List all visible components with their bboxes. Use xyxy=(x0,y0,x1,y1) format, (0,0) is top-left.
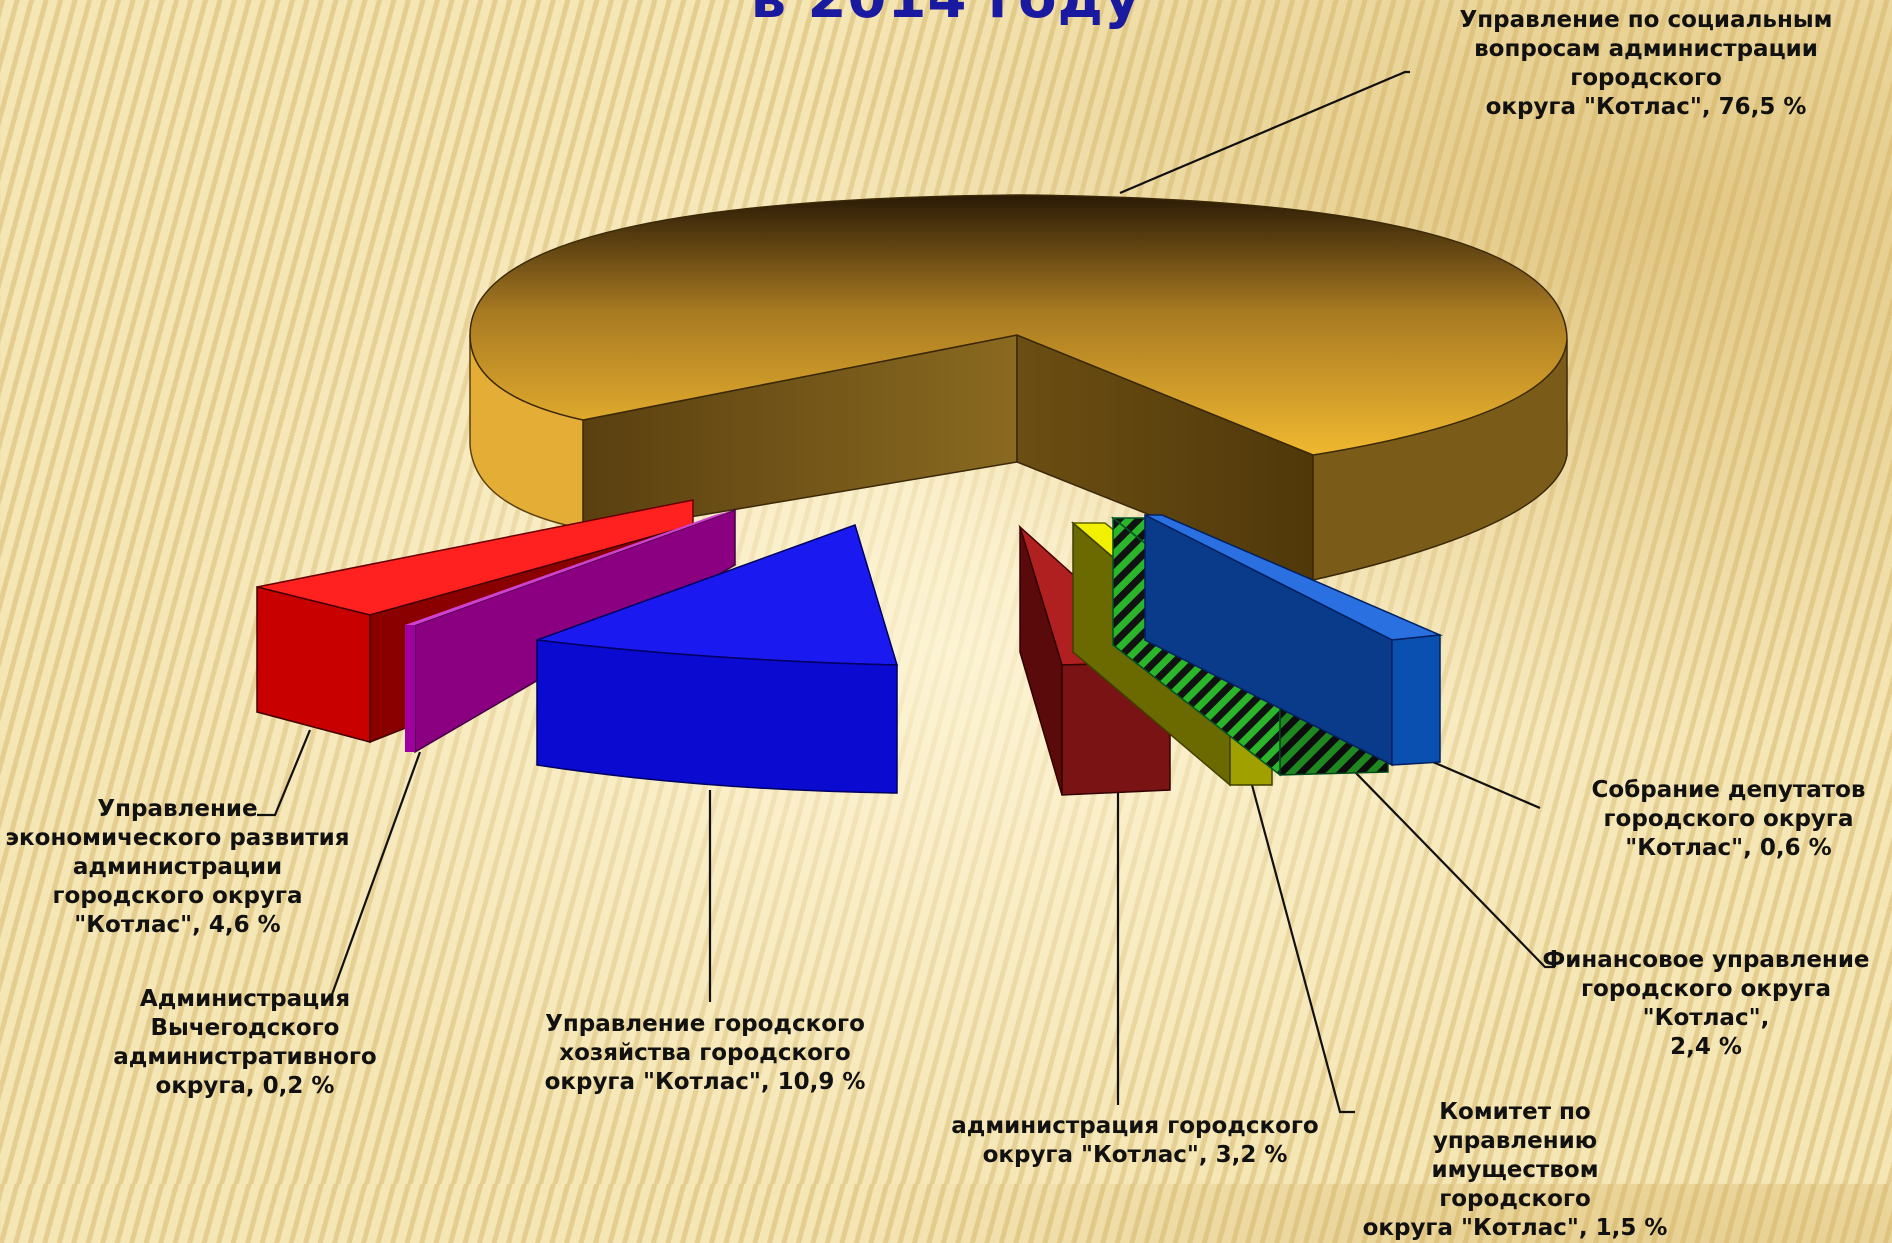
label-vychegda-line: округа, 0,2 % xyxy=(155,1073,335,1099)
label-property-line: округа "Котлас", 1,5 % xyxy=(1362,1215,1668,1241)
label-econ-line: экономического развития xyxy=(5,825,350,851)
label-finance-line: 2,4 % xyxy=(1670,1034,1742,1060)
label-econ-line: администрации xyxy=(72,854,283,880)
label-econ-line: "Котлас", 4,6 % xyxy=(74,912,281,938)
label-finance-line: городского округа "Котлас", xyxy=(1581,976,1831,1031)
label-econ-line: Управление xyxy=(97,796,258,822)
label-administration-line: администрация городского xyxy=(951,1113,1319,1139)
chart-title: в 2014 году xyxy=(0,0,1892,31)
label-city-economy-line: хозяйства городского xyxy=(559,1040,851,1066)
label-econ-leader xyxy=(257,729,312,817)
slice-city-economy xyxy=(536,524,899,794)
pie-chart xyxy=(256,70,1568,1114)
label-city-economy-line: округа "Котлас", 10,9 % xyxy=(544,1069,866,1095)
label-deputies-line: "Котлас", 0,6 % xyxy=(1625,835,1832,861)
label-econ: Управление экономического развития админис… xyxy=(0,795,355,940)
label-vychegda-line: административного xyxy=(113,1044,377,1070)
label-property-line: Комитет по управлению xyxy=(1432,1099,1598,1154)
label-finance-leader xyxy=(1354,771,1555,969)
label-deputies-line: Собрание депутатов xyxy=(1591,777,1866,803)
label-social-leader xyxy=(1119,70,1410,195)
label-vychegda-line: Вычегодского xyxy=(150,1015,340,1041)
label-finance-line: Финансовое управление xyxy=(1542,947,1870,973)
label-social: Управление по социальным вопросам админис… xyxy=(1400,6,1892,122)
label-city-economy-line: Управление городского xyxy=(545,1011,865,1037)
label-vychegda-leader xyxy=(328,751,422,1001)
label-property-leader xyxy=(1250,784,1355,1114)
label-city-economy: Управление городского хозяйства городског… xyxy=(540,1010,870,1097)
label-deputies-line: городского округа xyxy=(1603,806,1854,832)
slice-social-top xyxy=(469,194,1568,456)
label-administration: администрация городского округа "Котлас",… xyxy=(950,1112,1320,1170)
label-finance: Финансовое управление городского округа "… xyxy=(1520,946,1892,1062)
label-econ-line: городского округа xyxy=(52,883,303,909)
label-deputies-leader xyxy=(1432,760,1541,810)
label-deputies: Собрание депутатов городского округа "Котл… xyxy=(1565,776,1892,863)
label-vychegda-line: Администрация xyxy=(139,986,351,1012)
slice-social xyxy=(469,194,1568,582)
label-vychegda: Администрация Вычегодского административно… xyxy=(95,985,395,1101)
label-administration-line: округа "Котлас", 3,2 % xyxy=(982,1142,1288,1168)
label-social-line: округа "Котлас", 76,5 % xyxy=(1485,94,1807,120)
label-social-line: Управление по социальным xyxy=(1459,7,1833,33)
label-property-line: имуществом городского xyxy=(1431,1157,1599,1212)
label-property: Комитет по управлению имуществом городско… xyxy=(1355,1098,1675,1243)
label-social-line: вопросам администрации городского xyxy=(1474,36,1818,91)
slice-deputies xyxy=(1144,513,1443,767)
